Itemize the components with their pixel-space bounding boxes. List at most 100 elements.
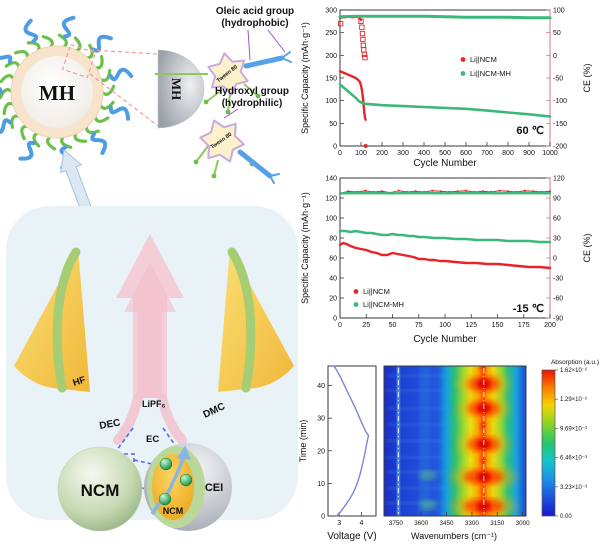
hydrophilic-chain <box>14 50 30 60</box>
x-tick-label: 300 <box>397 150 409 157</box>
y-axis-label: Time (min) <box>298 420 308 463</box>
colorbar-title: Absorption (a.u.) <box>551 359 599 366</box>
series-point <box>347 190 350 193</box>
y-tick-label: 30 <box>317 416 325 423</box>
hf-label: HF <box>72 374 88 388</box>
x-tick-label: 100 <box>355 150 367 157</box>
y-axis-label: Specific Capacity (mAh·g⁻¹) <box>300 192 310 304</box>
x-tick-label: 3600 <box>414 520 429 527</box>
lipf6-label: LiPF₆ <box>142 399 166 409</box>
series-point <box>456 190 459 193</box>
series-point <box>481 190 484 193</box>
series-point <box>380 190 384 193</box>
mh-dome-label: MH <box>169 78 184 100</box>
legend-marker <box>353 302 359 307</box>
x-tick-label: 800 <box>502 150 514 157</box>
hydrophilic-chain <box>93 55 104 70</box>
x-tick-label: 3 <box>337 520 341 527</box>
series-point <box>431 189 434 192</box>
oleic-tail <box>243 55 285 69</box>
ncm-sphere-label: NCM <box>81 481 120 500</box>
x-tick-label: 200 <box>376 150 388 157</box>
series <box>337 18 368 61</box>
series-line <box>339 190 551 194</box>
y-tick-label: 140 <box>325 176 337 183</box>
y-tick-label: 250 <box>325 30 337 37</box>
oleic-acid-chain <box>108 67 134 82</box>
x-tick-label: 3300 <box>465 520 480 527</box>
oleic-acid-chain <box>108 105 131 121</box>
surfactant-layer-right <box>227 247 256 393</box>
hydroxyl-label-2: (hydrophilic) <box>222 98 283 109</box>
x-tick-label: 700 <box>481 150 493 157</box>
hydrophilic-chain <box>73 36 82 53</box>
y-tick-label: 100 <box>325 216 337 223</box>
series-square <box>337 20 344 27</box>
y-tick-label: 0 <box>333 144 337 151</box>
x-tick-label: 3000 <box>516 520 531 527</box>
y2-tick-label: 100 <box>553 8 565 15</box>
hydrophilic-chain <box>4 61 21 70</box>
li-ion <box>179 473 193 487</box>
li-flux-arrow-inner <box>124 262 176 398</box>
heatmap-x-label: Wavenumbers (cm⁻¹) <box>411 531 497 541</box>
x-tick-label: 125 <box>465 322 477 329</box>
hydroxyl-arm <box>213 159 219 177</box>
oleic-acid-chain <box>0 118 13 135</box>
hydroxyl-arm <box>227 93 231 113</box>
legend-label: Li||NCM <box>470 55 497 64</box>
label-connector <box>267 29 286 53</box>
oleic-acid-chain <box>91 34 113 53</box>
legend-label: Li||NCM <box>363 287 390 296</box>
y-tick-label: 40 <box>329 276 337 283</box>
x-tick-label: 75 <box>415 322 423 329</box>
surfactant-layer-left <box>52 247 81 393</box>
series-line <box>338 241 552 270</box>
series-point <box>506 190 510 193</box>
x-tick-label: 500 <box>439 150 451 157</box>
x-tick-label: 400 <box>418 150 430 157</box>
x-tick-label: 0 <box>338 322 342 329</box>
tween80-molecule <box>199 119 245 163</box>
x-tick-label: 200 <box>544 322 556 329</box>
series-point <box>363 144 368 148</box>
series-point <box>397 189 400 192</box>
series-line <box>332 365 370 517</box>
y2-tick-label: 120 <box>553 176 565 183</box>
series-square <box>361 51 368 58</box>
hydrophilic-chain <box>20 124 30 141</box>
y2-axis-label: CE (%) <box>582 63 592 92</box>
y2-tick-label: 0 <box>553 53 557 60</box>
series-point <box>498 189 501 192</box>
legend-label: Li||NCM-MH <box>470 69 511 78</box>
x-axis-label: Cycle Number <box>413 334 477 345</box>
chart-cycling-minus15c: 0 25 50 75 100 125 150 175 200 0 20 40 60 80 100 120 140… <box>300 176 592 346</box>
series-square <box>362 54 368 61</box>
series <box>338 14 552 20</box>
heatmap-green-bump <box>418 499 437 510</box>
electrolyte-schematic: HF DEC EC DMC LiPF₆ NCM CEI NCM <box>6 206 298 532</box>
y2-tick-label: 60 <box>553 216 561 223</box>
series <box>338 229 552 244</box>
y-tick-label: 120 <box>325 196 337 203</box>
x-tick-label: 900 <box>523 150 535 157</box>
colorbar-tick-label: 1.29×10⁻² <box>560 397 587 403</box>
absorption-core <box>476 501 491 512</box>
legend-marker <box>460 57 466 62</box>
x-tick-label: 3450 <box>440 520 455 527</box>
y-tick-label: 60 <box>329 256 337 263</box>
oleic-tail-fork <box>269 173 280 184</box>
tween80-molecule <box>207 52 249 96</box>
electrode-cone-left <box>14 248 90 392</box>
chart-cycling-60c: 0 100 200 300 400 500 600 700 800 900 100005010015… <box>300 8 592 170</box>
li-ion <box>158 492 172 506</box>
li-flux-tail <box>113 393 143 445</box>
hydroxyl-label: Hydroxyl group <box>215 86 289 97</box>
zoom-dash-line <box>113 427 134 455</box>
hydroxyl-end <box>225 109 231 115</box>
oleic-acid-label-2: (hydrophobic) <box>221 18 288 29</box>
oleic-tail <box>237 149 273 179</box>
zoom-dash-line <box>133 459 153 465</box>
series-line <box>338 229 552 244</box>
series-square <box>358 18 364 24</box>
